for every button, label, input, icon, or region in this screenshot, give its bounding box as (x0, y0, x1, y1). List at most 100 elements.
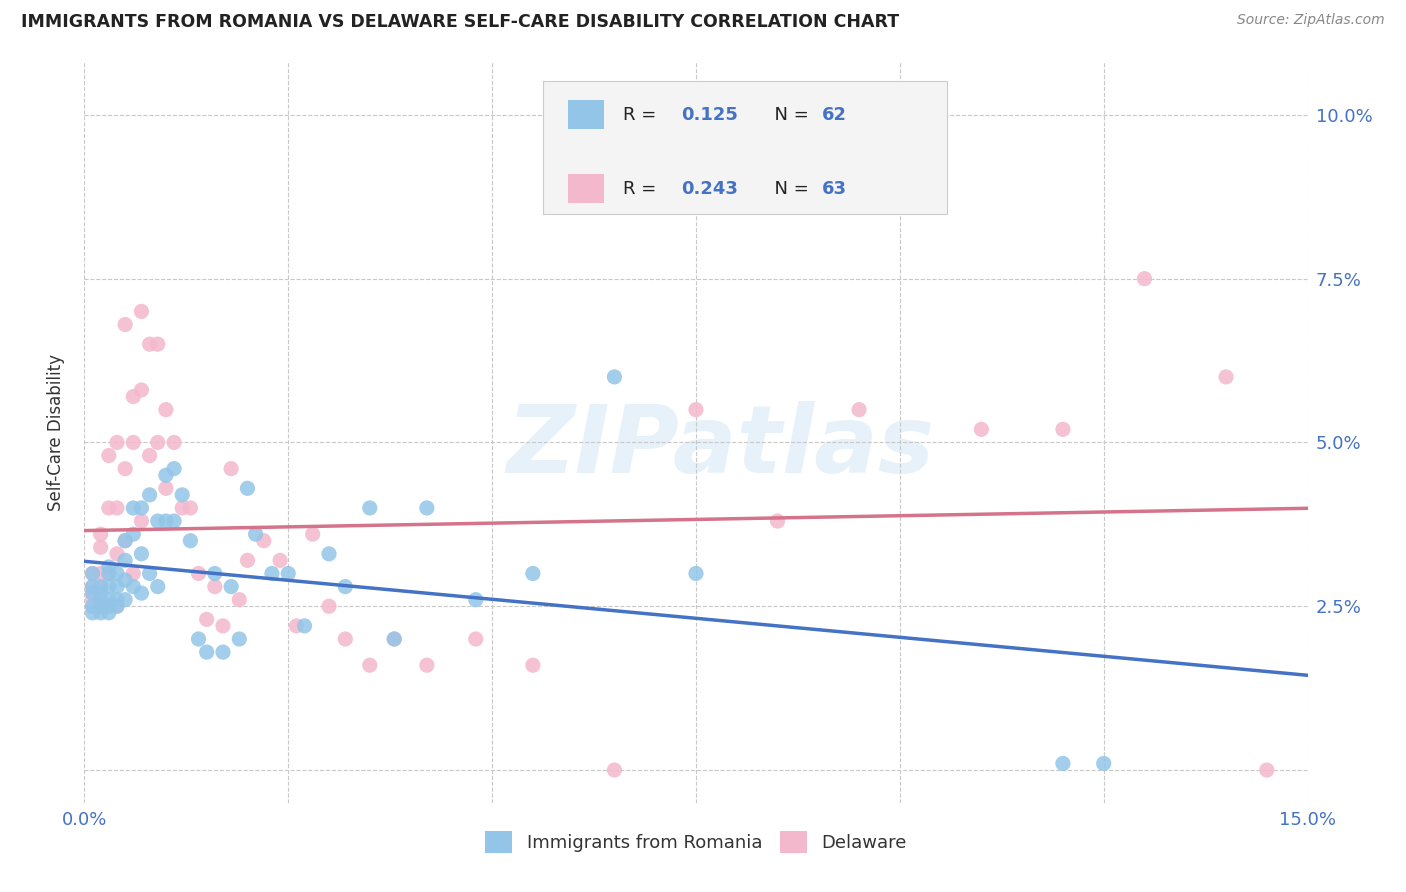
Point (122, 580, 145, 594)
Point (122, 500, 145, 515)
Point (105, 566, 128, 581)
Point (228, 592, 250, 607)
Point (90, 599, 112, 614)
Point (131, 304, 153, 318)
Point (90, 527, 112, 541)
Point (212, 619, 235, 633)
Point (105, 435, 128, 450)
Point (359, 658, 381, 673)
Point (195, 612, 218, 626)
Point (114, 533, 136, 548)
Point (603, 763, 626, 777)
Point (105, 592, 128, 607)
Text: IMMIGRANTS FROM ROMANIA VS DELAWARE SELF-CARE DISABILITY CORRELATION CHART: IMMIGRANTS FROM ROMANIA VS DELAWARE SELF… (21, 13, 900, 31)
Point (464, 632, 486, 646)
Point (172, 488, 194, 502)
Point (90, 580, 112, 594)
Point (114, 318, 136, 332)
Point (90, 580, 112, 594)
Point (416, 658, 439, 673)
Point (766, 514, 789, 528)
Point (105, 580, 128, 594)
Point (204, 566, 226, 581)
Point (97, 566, 120, 581)
Legend: Immigrants from Romania, Delaware: Immigrants from Romania, Delaware (478, 824, 914, 861)
Point (90, 599, 112, 614)
FancyBboxPatch shape (568, 174, 605, 203)
Text: ZIPatlas: ZIPatlas (506, 401, 935, 493)
Point (236, 553, 259, 567)
Point (122, 435, 145, 450)
Point (228, 632, 250, 646)
Point (131, 547, 153, 561)
Point (236, 481, 259, 495)
Point (204, 580, 226, 594)
Point (90, 541, 112, 555)
Text: N =: N = (763, 105, 814, 124)
Point (187, 566, 209, 581)
Point (179, 533, 201, 548)
Point (131, 514, 153, 528)
Point (416, 500, 439, 515)
Point (114, 592, 136, 607)
Point (245, 527, 267, 541)
Point (522, 658, 544, 673)
Point (146, 435, 169, 450)
Y-axis label: Self-Care Disability: Self-Care Disability (46, 354, 65, 511)
Point (97, 599, 120, 614)
Point (105, 500, 128, 515)
Text: R =: R = (623, 105, 662, 124)
Point (97, 592, 120, 607)
Point (1052, 756, 1074, 771)
Point (187, 632, 209, 646)
Point (82, 580, 104, 594)
Text: 0.125: 0.125 (682, 105, 738, 124)
Point (294, 619, 316, 633)
Point (685, 402, 707, 417)
Point (146, 580, 169, 594)
Point (138, 566, 160, 581)
Point (848, 402, 870, 417)
Point (172, 500, 194, 515)
Point (1215, 370, 1237, 384)
Point (82, 566, 104, 581)
Point (82, 580, 104, 594)
Point (97, 449, 120, 463)
Point (105, 599, 128, 614)
Text: 62: 62 (823, 105, 846, 124)
Point (82, 599, 104, 614)
Point (97, 566, 120, 581)
Point (335, 580, 357, 594)
Point (105, 599, 128, 614)
Point (82, 566, 104, 581)
Text: N =: N = (763, 179, 814, 198)
Point (301, 527, 323, 541)
Point (359, 500, 381, 515)
Point (97, 500, 120, 515)
Point (90, 586, 112, 600)
Point (146, 337, 169, 351)
Point (155, 402, 177, 417)
Point (382, 632, 405, 646)
Point (603, 370, 626, 384)
Point (277, 566, 299, 581)
Point (260, 566, 283, 581)
Point (155, 481, 177, 495)
Point (1092, 756, 1115, 771)
Point (219, 580, 242, 594)
Point (685, 566, 707, 581)
Point (90, 566, 112, 581)
Point (269, 553, 291, 567)
Point (90, 606, 112, 620)
Point (146, 514, 169, 528)
Point (155, 468, 177, 483)
Point (335, 632, 357, 646)
Point (970, 422, 993, 436)
Point (163, 435, 186, 450)
Point (1256, 763, 1278, 777)
Point (82, 586, 104, 600)
Point (464, 592, 486, 607)
Point (90, 592, 112, 607)
Point (114, 553, 136, 567)
Point (131, 500, 153, 515)
